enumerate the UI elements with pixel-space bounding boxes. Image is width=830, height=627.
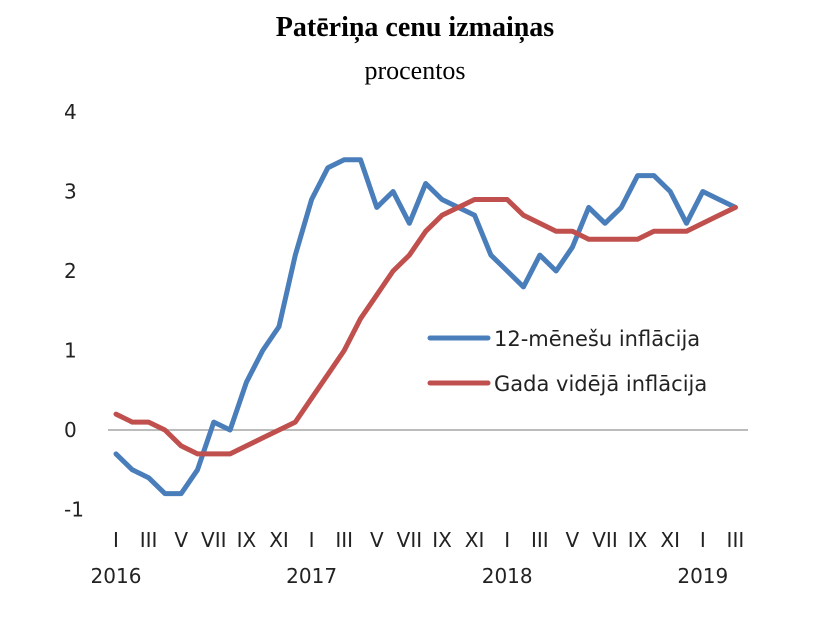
chart-subtitle: procentos (364, 56, 466, 85)
y-tick-label: 2 (64, 259, 77, 283)
x-tick-label: IX (432, 528, 452, 552)
y-tick-label: 0 (64, 418, 77, 442)
legend-label: 12-mēnešu inflācija (494, 327, 700, 351)
legend-label: Gada vidējā inflācija (494, 372, 707, 396)
x-tick-label: IX (237, 528, 257, 552)
x-tick-label: VII (397, 528, 422, 552)
x-tick-label: I (113, 528, 119, 552)
series-line-1 (113, 157, 738, 497)
x-tick-label: III (335, 528, 353, 552)
y-tick-label: 1 (64, 339, 77, 363)
year-label: 2019 (677, 564, 728, 588)
x-tick-label: VII (592, 528, 617, 552)
x-tick-label: IX (628, 528, 648, 552)
chart-title: Patēriņa cenu izmaiņas (275, 12, 555, 43)
x-tick-label: I (309, 528, 315, 552)
x-tick-label: III (727, 528, 745, 552)
x-tick-label: V (566, 528, 580, 552)
y-tick-label: 4 (64, 100, 77, 124)
year-label: 2017 (286, 564, 337, 588)
x-tick-label: XI (269, 528, 289, 552)
x-tick-label: I (700, 528, 706, 552)
year-label: 2016 (91, 564, 142, 588)
x-tick-label: VII (201, 528, 226, 552)
x-tick-label: V (370, 528, 384, 552)
y-tick-label: -1 (64, 498, 84, 522)
year-label: 2018 (482, 564, 533, 588)
y-tick-label: 3 (64, 180, 77, 204)
series-line-2 (113, 197, 738, 457)
x-tick-label: III (140, 528, 158, 552)
x-tick-label: III (531, 528, 549, 552)
x-tick-label: I (504, 528, 510, 552)
x-tick-label: XI (465, 528, 485, 552)
x-tick-label: V (174, 528, 188, 552)
x-tick-label: XI (660, 528, 680, 552)
